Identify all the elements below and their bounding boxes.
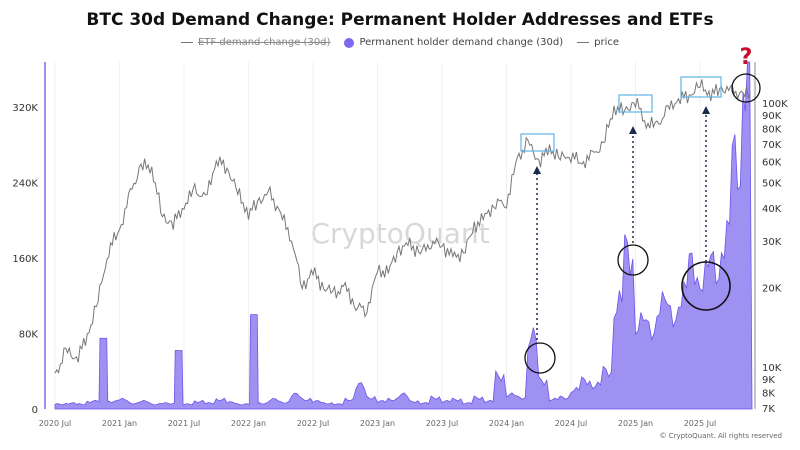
- highlight-circle: [731, 73, 761, 103]
- right-tick-label: 80K: [762, 125, 782, 136]
- line-swatch-icon: [180, 42, 193, 43]
- right-tick-label: 60K: [762, 158, 782, 169]
- question-mark: ?: [740, 45, 753, 70]
- arrow-head-icon: [629, 126, 637, 134]
- right-tick-label: 50K: [762, 178, 782, 189]
- x-tick-label: 2024 Jan: [489, 419, 524, 428]
- chart-title: BTC 30d Demand Change: Permanent Holder …: [86, 10, 714, 30]
- legend-label: Permanent holder demand change (30d): [359, 37, 564, 48]
- x-tick-label: 2023 Jan: [360, 419, 395, 428]
- left-tick-label: 240K: [12, 179, 38, 190]
- legend-item-permanent-holder[interactable]: Permanent holder demand change (30d): [344, 37, 563, 48]
- right-tick-label: 20K: [762, 284, 782, 295]
- demand-area: [54, 61, 753, 410]
- x-tick-label: 2025 Jul: [684, 419, 717, 428]
- right-tick-label: 8K: [762, 389, 775, 400]
- right-tick-label: 30K: [762, 237, 782, 248]
- legend-item-etf[interactable]: ETF demand change (30d): [180, 37, 331, 48]
- arrow-head-icon: [533, 166, 541, 174]
- left-tick-label: 160K: [12, 254, 38, 265]
- watermark: CryptoQuant: [310, 217, 489, 250]
- dot-swatch-icon: [344, 37, 355, 48]
- price-line: [54, 79, 751, 375]
- x-tick-label: 2021 Jul: [168, 419, 201, 428]
- highlight-box: [618, 94, 653, 113]
- right-tick-label: 70K: [762, 140, 782, 151]
- legend-label: price: [594, 37, 619, 48]
- annotations: ?: [520, 45, 761, 374]
- right-tick-label: 9K: [762, 375, 775, 386]
- right-tick-label: 40K: [762, 204, 782, 215]
- highlight-box: [680, 76, 722, 98]
- left-tick-label: 80K: [19, 330, 39, 341]
- x-tick-label: 2022 Jul: [297, 419, 330, 428]
- legend-item-price[interactable]: price: [577, 37, 619, 48]
- line-swatch-icon: [577, 42, 590, 43]
- highlight-box: [520, 133, 555, 152]
- legend-label: ETF demand change (30d): [197, 37, 331, 48]
- x-tick-label: 2022 Jan: [231, 419, 266, 428]
- highlight-circle: [524, 342, 556, 374]
- arrow-head-icon: [702, 106, 710, 114]
- right-tick-label: 7K: [762, 404, 775, 415]
- left-tick-label: 0: [32, 405, 38, 416]
- x-tick-label: 2021 Jan: [102, 419, 137, 428]
- legend: ETF demand change (30d) Permanent holder…: [0, 37, 800, 48]
- left-tick-label: 320K: [12, 103, 38, 114]
- x-tick-label: 2020 Jul: [39, 419, 72, 428]
- right-tick-label: 90K: [762, 111, 782, 122]
- x-tick-label: 2023 Jul: [426, 419, 459, 428]
- x-tick-label: 2024 Jul: [555, 419, 588, 428]
- right-tick-label: 10K: [762, 363, 782, 374]
- highlight-circle: [617, 244, 649, 276]
- right-tick-label: 100K: [762, 99, 788, 110]
- x-tick-label: 2025 Jan: [618, 419, 653, 428]
- copyright: © CryptoQuant. All rights reserved: [659, 432, 782, 440]
